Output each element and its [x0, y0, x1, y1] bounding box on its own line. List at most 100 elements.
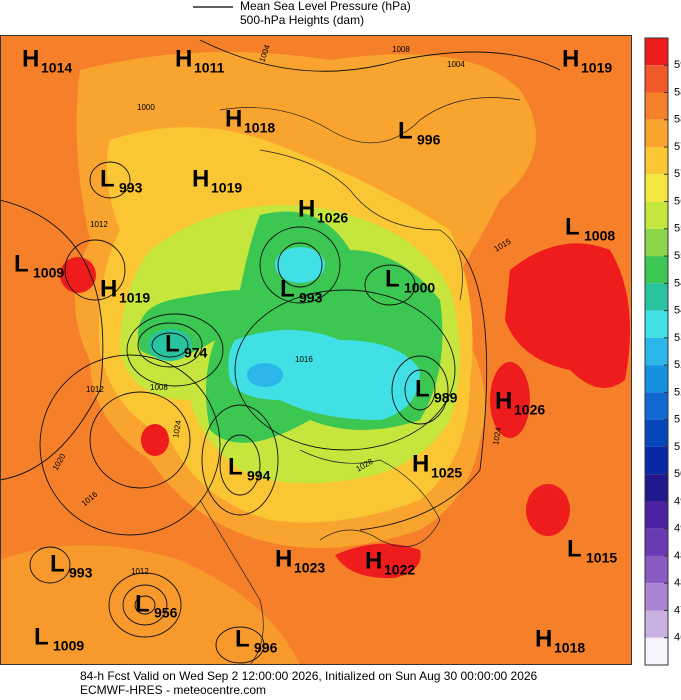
center-pressure: 1015: [586, 550, 617, 566]
colorbar-swatch: [645, 201, 668, 229]
colorbar-label: 552: [674, 250, 681, 262]
colorbar-swatch: [645, 501, 668, 529]
colorbar-label: 564: [674, 195, 681, 207]
isobar-label: 1012: [86, 385, 104, 394]
center-letter: L: [14, 250, 29, 277]
colorbar-swatch: [645, 38, 668, 66]
colorbar-label: 486: [674, 550, 681, 562]
colorbar-swatch: [645, 528, 668, 556]
center-pressure: 1008: [584, 228, 615, 244]
colorbar-swatch: [645, 228, 668, 257]
colorbar-swatch: [645, 337, 668, 366]
center-letter: L: [34, 623, 49, 650]
center-letter: H: [225, 105, 242, 132]
region: [0, 545, 300, 665]
map: [0, 35, 632, 665]
center-letter: L: [165, 330, 180, 357]
isobar-label: 1012: [90, 220, 108, 229]
center-pressure: 1018: [554, 640, 585, 656]
center-pressure: 1018: [244, 120, 275, 136]
colorbar-label: 534: [674, 332, 681, 344]
isobar-label: 1012: [131, 567, 149, 576]
center-pressure: 1026: [514, 402, 545, 418]
isobar-label: 1024: [491, 426, 503, 446]
colorbar-swatch: [645, 555, 668, 584]
center-letter: L: [280, 275, 295, 302]
center-letter: H: [175, 45, 192, 72]
colorbar-swatch: [645, 419, 668, 447]
isobar-label: 1008: [150, 383, 168, 392]
center-pressure: 974: [184, 345, 208, 361]
colorbar-label: 468: [674, 632, 681, 644]
colorbar-label: 540: [674, 305, 681, 317]
center-letter: H: [275, 545, 292, 572]
isobar-label: 1000: [137, 103, 155, 112]
center-letter: L: [415, 375, 430, 402]
center-pressure: 989: [434, 390, 458, 406]
center-letter: L: [235, 625, 250, 652]
isobar-label: 1008: [392, 45, 410, 54]
colorbar-label: 588: [674, 86, 681, 98]
center-letter: L: [100, 165, 115, 192]
colorbar-label: 516: [674, 414, 681, 426]
center-pressure: 994: [247, 468, 271, 484]
center-letter: L: [50, 550, 65, 577]
center-letter: L: [567, 535, 582, 562]
center-letter: L: [565, 213, 580, 240]
center-letter: H: [495, 387, 512, 414]
center-letter: H: [298, 195, 315, 222]
center-pressure: 1000: [404, 280, 435, 296]
center-pressure: 1022: [384, 562, 415, 578]
colorbar-swatch: [645, 365, 668, 393]
map-frame: [0, 35, 632, 665]
isobars: [0, 39, 561, 664]
center-pressure: 1009: [33, 265, 64, 281]
center-letter: L: [385, 265, 400, 292]
region: [148, 329, 192, 361]
region: [505, 243, 630, 388]
region: [526, 484, 570, 536]
center-pressure: 956: [154, 605, 178, 621]
colorbar-swatch: [645, 147, 668, 175]
footer-text: 84-h Fcst Valid on Wed Sep 2 12:00:00 20…: [80, 669, 538, 683]
colorbar-swatch: [645, 637, 668, 665]
region: [335, 543, 421, 579]
colorbar-swatch: [645, 119, 668, 148]
center-pressure: 1011: [194, 60, 225, 76]
colorbar-label: 570: [674, 168, 681, 180]
colorbar-swatch: [645, 446, 668, 475]
center-letter: H: [22, 45, 39, 72]
colorbar-label: 510: [674, 441, 681, 453]
colorbar-swatch: [645, 583, 668, 611]
colorbar-label: 522: [674, 386, 681, 398]
colorbar-label: 504: [674, 468, 681, 480]
center-pressure: 1009: [53, 638, 84, 654]
center-pressure: 1023: [294, 560, 325, 576]
center-pressure: 1025: [431, 465, 462, 481]
center-pressure: 1019: [581, 60, 612, 76]
colorbar-label: 594: [674, 59, 681, 71]
region: [141, 424, 169, 456]
colorbar-swatch: [645, 174, 668, 202]
region: [275, 247, 325, 283]
coastlines: [199, 97, 521, 665]
colorbar-label: 480: [674, 577, 681, 589]
region: [490, 362, 530, 438]
colorbar-swatch: [645, 256, 668, 284]
colorbar-label: 474: [674, 604, 681, 616]
region: [247, 363, 283, 387]
center-letter: H: [365, 547, 382, 574]
center-letter: H: [412, 450, 429, 477]
colorbar-label: 546: [674, 277, 681, 289]
colorbar-label: 576: [674, 141, 681, 153]
center-pressure: 1019: [119, 290, 150, 306]
colorbar-label: 498: [674, 495, 681, 507]
colorbar-swatch: [645, 92, 668, 120]
colorbar-swatch: [645, 610, 668, 638]
center-pressure: 996: [417, 132, 441, 148]
center-letter: L: [228, 453, 243, 480]
colorbar-swatch: [645, 392, 668, 420]
center-pressure: 993: [299, 290, 323, 306]
isobar-label: 1016: [295, 355, 313, 364]
